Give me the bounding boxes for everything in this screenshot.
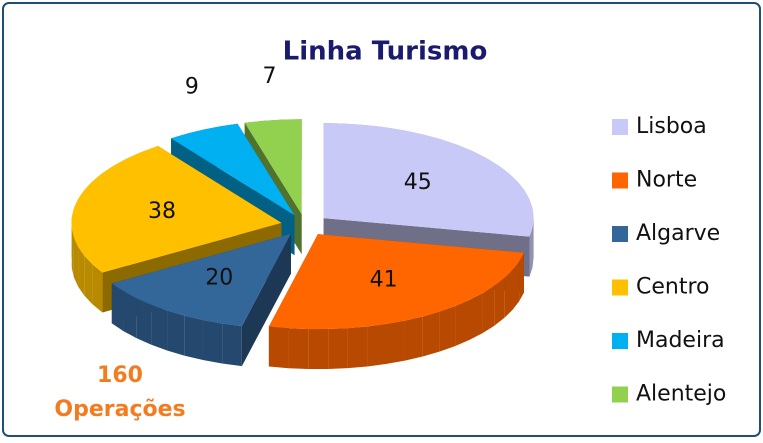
legend-label: Algarve bbox=[636, 221, 720, 246]
slice-side bbox=[367, 324, 386, 367]
slice-side bbox=[203, 320, 222, 363]
data-label: 38 bbox=[148, 199, 176, 224]
legend-label: Lisboa bbox=[636, 114, 707, 139]
data-label: 20 bbox=[205, 265, 233, 290]
slice-side bbox=[439, 306, 455, 352]
slice-side bbox=[494, 278, 504, 326]
data-label: 45 bbox=[404, 170, 432, 195]
legend-swatch bbox=[612, 333, 628, 349]
slice-side bbox=[222, 324, 242, 367]
chart-title: Linha Turismo bbox=[283, 37, 488, 67]
slice-side bbox=[167, 311, 184, 356]
slice-side bbox=[423, 312, 440, 357]
data-label: 7 bbox=[262, 64, 276, 89]
data-label: 9 bbox=[185, 74, 199, 99]
slice-side bbox=[387, 321, 405, 364]
slice-side bbox=[483, 286, 495, 333]
data-label: 41 bbox=[370, 268, 398, 293]
slice-side bbox=[308, 329, 328, 369]
legend-label: Alentejo bbox=[636, 382, 726, 407]
slice-side bbox=[269, 327, 289, 369]
slice-side bbox=[151, 305, 167, 351]
slice-side bbox=[137, 298, 152, 345]
legend-swatch bbox=[612, 226, 628, 242]
slice-side bbox=[405, 316, 423, 360]
legend-swatch bbox=[612, 387, 628, 403]
slice-side bbox=[455, 300, 469, 346]
slice-side bbox=[123, 291, 136, 338]
slice-side bbox=[92, 264, 102, 312]
legend-label: Norte bbox=[636, 168, 697, 193]
slice-side bbox=[288, 328, 308, 369]
slice-side bbox=[185, 316, 203, 360]
legend-label: Madeira bbox=[636, 328, 725, 353]
slice-side bbox=[504, 270, 512, 318]
legend-swatch bbox=[612, 280, 628, 296]
legend-swatch bbox=[612, 119, 628, 135]
legend-swatch bbox=[612, 173, 628, 189]
slice-side bbox=[328, 328, 348, 369]
legend-label: Centro bbox=[636, 275, 710, 300]
slice-side bbox=[348, 326, 368, 368]
slice-side bbox=[469, 293, 482, 340]
annotation: 160 bbox=[97, 363, 143, 388]
annotation: Operações bbox=[54, 397, 185, 422]
slice-side bbox=[112, 283, 124, 331]
